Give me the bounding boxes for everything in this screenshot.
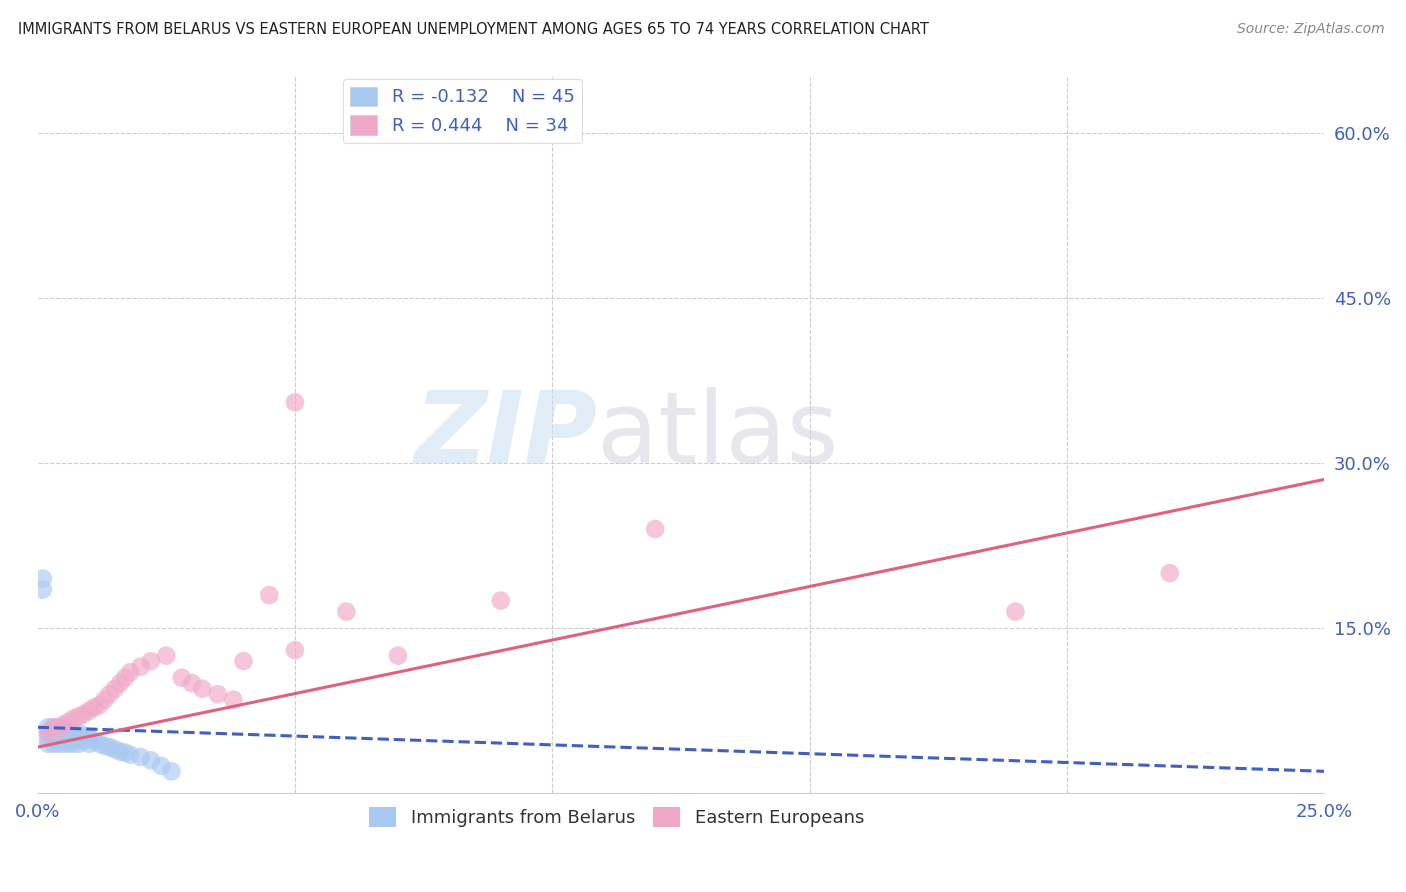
Point	[42, 731, 65, 746]
Point	[37, 737, 59, 751]
Point	[1004, 605, 1026, 619]
Point	[1159, 566, 1181, 580]
Point	[52, 725, 75, 739]
Point	[37, 725, 59, 739]
Point	[108, 744, 131, 758]
Point	[46, 725, 69, 739]
Point	[155, 648, 177, 663]
Point	[58, 723, 80, 737]
Point	[46, 731, 69, 746]
Point	[52, 718, 75, 732]
Point	[73, 729, 96, 743]
Point	[259, 588, 281, 602]
Point	[222, 692, 245, 706]
Point	[58, 731, 80, 746]
Point	[46, 723, 69, 737]
Point	[62, 737, 84, 751]
Point	[42, 737, 65, 751]
Point	[104, 681, 127, 696]
Text: atlas: atlas	[598, 387, 839, 483]
Point	[114, 746, 136, 760]
Point	[120, 665, 142, 680]
Text: Source: ZipAtlas.com: Source: ZipAtlas.com	[1237, 22, 1385, 37]
Point	[77, 704, 100, 718]
Point	[387, 648, 409, 663]
Text: ZIP: ZIP	[415, 387, 598, 483]
Point	[42, 720, 65, 734]
Point	[139, 654, 162, 668]
Point	[58, 737, 80, 751]
Point	[67, 737, 90, 751]
Point	[89, 698, 111, 713]
Point	[42, 725, 65, 739]
Point	[37, 731, 59, 746]
Point	[284, 395, 307, 409]
Point	[139, 753, 162, 767]
Point	[83, 700, 105, 714]
Point	[46, 737, 69, 751]
Text: IMMIGRANTS FROM BELARUS VS EASTERN EUROPEAN UNEMPLOYMENT AMONG AGES 65 TO 74 YEA: IMMIGRANTS FROM BELARUS VS EASTERN EUROP…	[18, 22, 929, 37]
Point	[58, 725, 80, 739]
Point	[31, 582, 53, 597]
Point	[37, 720, 59, 734]
Point	[58, 714, 80, 729]
Point	[67, 725, 90, 739]
Point	[67, 709, 90, 723]
Point	[181, 676, 204, 690]
Point	[31, 572, 53, 586]
Point	[73, 707, 96, 722]
Point	[129, 750, 152, 764]
Point	[62, 731, 84, 746]
Point	[52, 723, 75, 737]
Point	[129, 659, 152, 673]
Point	[73, 733, 96, 747]
Point	[46, 720, 69, 734]
Legend: Immigrants from Belarus, Eastern Europeans: Immigrants from Belarus, Eastern Europea…	[361, 800, 872, 834]
Point	[160, 764, 183, 779]
Point	[191, 681, 214, 696]
Point	[37, 725, 59, 739]
Point	[104, 742, 127, 756]
Point	[42, 720, 65, 734]
Point	[62, 725, 84, 739]
Point	[46, 723, 69, 737]
Point	[67, 731, 90, 746]
Point	[52, 731, 75, 746]
Point	[89, 737, 111, 751]
Point	[98, 740, 121, 755]
Point	[108, 676, 131, 690]
Point	[93, 692, 115, 706]
Point	[52, 737, 75, 751]
Point	[150, 759, 173, 773]
Point	[232, 654, 254, 668]
Point	[77, 731, 100, 746]
Point	[284, 643, 307, 657]
Point	[98, 687, 121, 701]
Point	[170, 671, 193, 685]
Point	[644, 522, 666, 536]
Point	[120, 747, 142, 762]
Point	[489, 593, 512, 607]
Point	[207, 687, 229, 701]
Point	[77, 737, 100, 751]
Point	[335, 605, 357, 619]
Point	[114, 671, 136, 685]
Point	[83, 733, 105, 747]
Point	[93, 739, 115, 753]
Point	[62, 711, 84, 725]
